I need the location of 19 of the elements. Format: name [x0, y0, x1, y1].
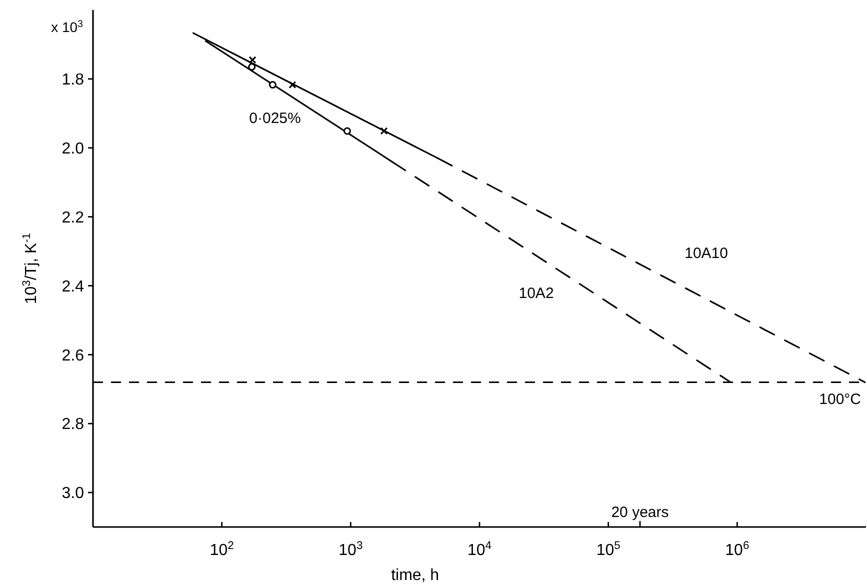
- y-tick-label: 2.0: [62, 140, 84, 158]
- ref-line-label: 100°C: [819, 391, 862, 408]
- x-tick-label: 10$^{2}$: [210, 540, 234, 559]
- y-tick-label: 2.4: [62, 278, 84, 296]
- y-tick-label: 2.6: [62, 347, 84, 364]
- annotation: 20 years: [611, 504, 669, 521]
- y-tick-label: 1.8: [62, 72, 84, 89]
- y-tick-label: 2.8: [62, 416, 84, 434]
- series-label: 10A10: [684, 245, 728, 262]
- y-tick-label: 3.0: [62, 485, 84, 502]
- text: x 10$^{3}$: [51, 18, 84, 35]
- series-label: 10A2: [518, 284, 554, 302]
- x-tick-label: 10$^{3}$: [338, 540, 363, 559]
- y-tick-label: 2.2: [62, 209, 84, 226]
- x-tick-label: 10$^{5}$: [596, 540, 620, 559]
- annotation: 0·025%: [249, 110, 301, 127]
- x-tick-label: 10$^{4}$: [467, 540, 492, 559]
- x-tick-label: 10$^{6}$: [725, 540, 750, 559]
- x-axis-title: time, h: [391, 567, 440, 584]
